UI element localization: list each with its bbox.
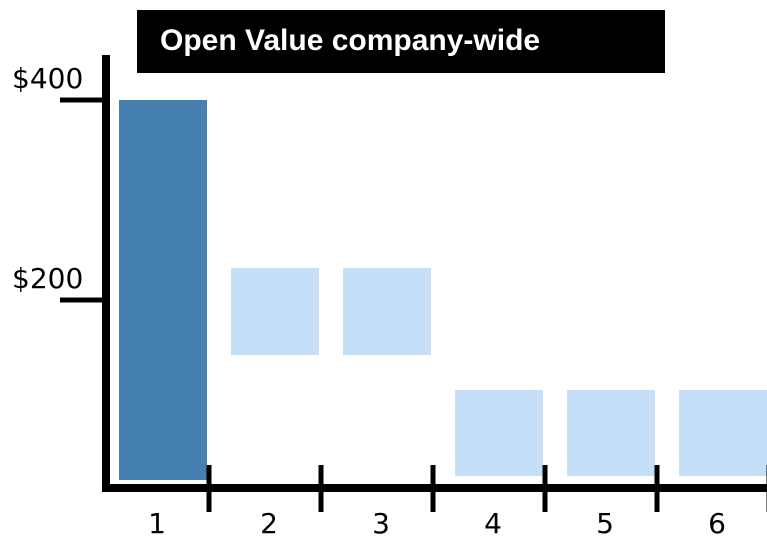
x-tick-label: 5 [596,507,614,540]
y-tick-label: $200 [12,262,83,295]
x-tick-label: 4 [484,507,502,540]
bar [455,390,543,476]
bar [119,100,207,480]
y-tick-label: $400 [12,62,83,95]
x-tick-label: 2 [260,507,278,540]
bar [343,268,431,355]
chart-title: Open Value company-wide [160,24,540,57]
x-tick-label: 6 [708,507,726,540]
bar [231,268,319,355]
title-box [137,10,665,73]
x-tick-label: 1 [148,507,166,540]
bar [679,390,767,476]
bar [567,390,655,476]
x-tick-label: 3 [372,507,390,540]
